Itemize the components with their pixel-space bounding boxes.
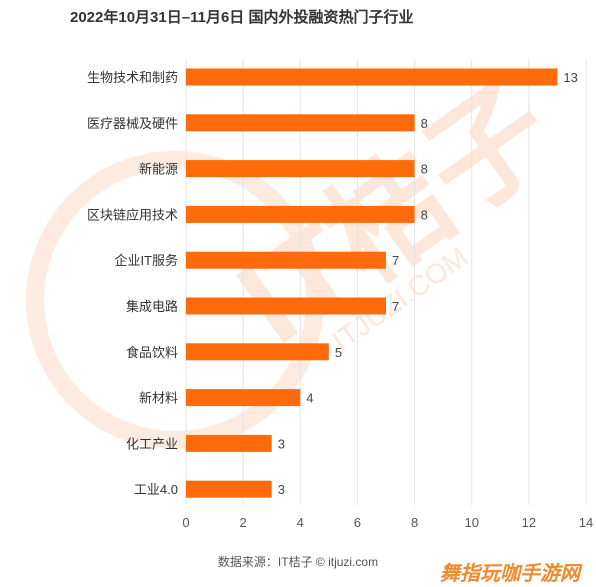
category-labels: 生物技术和制药医疗器械及硬件新能源区块链应用技术企业IT服务集成电路食品饮料新材…: [87, 70, 178, 497]
category-label: 新材料: [139, 391, 178, 406]
category-label: 集成电路: [126, 299, 178, 314]
bar: [186, 480, 272, 498]
value-label: 3: [278, 482, 285, 497]
value-label: 5: [335, 345, 342, 360]
bar: [186, 114, 415, 132]
value-label: 4: [306, 391, 313, 406]
value-label: 8: [421, 162, 428, 177]
category-label: 区块链应用技术: [87, 207, 178, 222]
x-tick-label: 10: [464, 515, 478, 530]
bar: [186, 297, 386, 315]
x-tick-label: 12: [522, 515, 536, 530]
category-label: 医疗器械及硬件: [87, 116, 178, 131]
x-tick-label: 6: [354, 515, 361, 530]
x-tick-label: 0: [182, 515, 189, 530]
bar: [186, 251, 386, 269]
x-tick-label: 2: [240, 515, 247, 530]
category-label: 企业IT服务: [114, 253, 178, 268]
value-label: 3: [278, 436, 285, 451]
value-label: 8: [421, 116, 428, 131]
x-tick-label: 14: [579, 515, 593, 530]
bar: [186, 205, 415, 223]
category-label: 工业4.0: [134, 482, 178, 497]
bar: [186, 160, 415, 178]
x-tick-labels: 0 2 4 6 8 10 12 14: [182, 515, 593, 530]
bars: [186, 68, 558, 498]
bar: [186, 68, 558, 86]
bar: [186, 434, 272, 452]
category-label: 食品饮料: [126, 345, 178, 360]
grid-lines: [185, 60, 587, 505]
corner-watermark: 舞指玩咖手游网: [440, 563, 580, 585]
value-label: 13: [563, 70, 577, 85]
x-tick-label: 8: [411, 515, 418, 530]
x-tick-label: 4: [297, 515, 304, 530]
category-label: 生物技术和制药: [87, 70, 178, 85]
bar: [186, 343, 329, 361]
value-label: 7: [392, 299, 399, 314]
value-label: 8: [421, 207, 428, 222]
category-label: 新能源: [139, 162, 178, 177]
bar: [186, 389, 301, 407]
value-label: 7: [392, 253, 399, 268]
bar-chart: 生物技术和制药医疗器械及硬件新能源区块链应用技术企业IT服务集成电路食品饮料新材…: [87, 60, 593, 530]
category-label: 化工产业: [126, 436, 178, 451]
data-source: 数据来源：IT桔子 © itjuzi.com: [217, 555, 379, 569]
chart-title: 2022年10月31日–11月6日 国内外投融资热门子行业: [70, 9, 414, 26]
value-labels: 13 8 8 8 7 7 5 4 3 3: [278, 70, 578, 497]
